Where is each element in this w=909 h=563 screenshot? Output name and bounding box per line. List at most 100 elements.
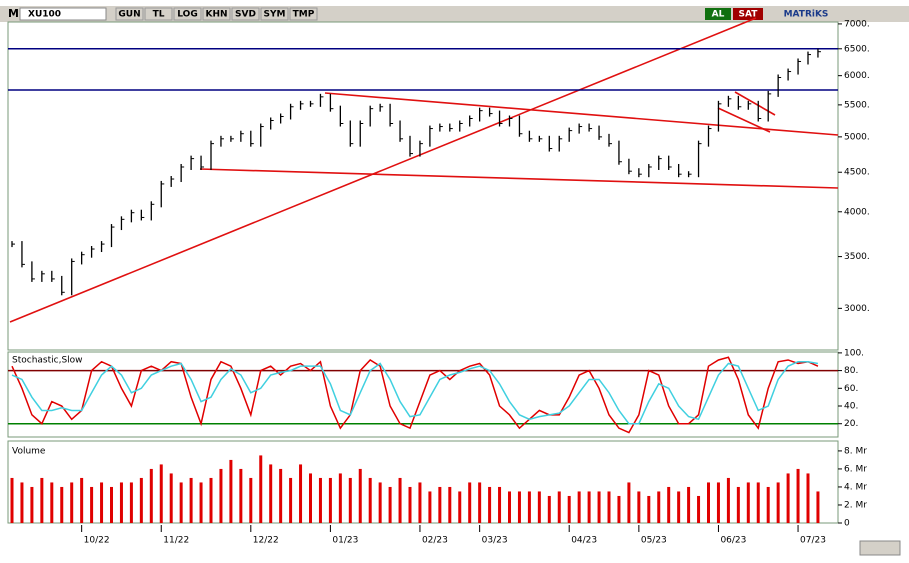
volume-bar [776, 482, 780, 523]
volume-bar [448, 486, 452, 523]
toolbar-button-label: KHN [205, 10, 227, 20]
toolbar-button-label: SVD [235, 10, 256, 20]
panel-title: Volume [12, 447, 46, 457]
volume-bar [647, 495, 651, 523]
y-tick-label: 4000. [844, 207, 870, 217]
volume-bar [149, 468, 153, 523]
volume-bar [50, 482, 54, 523]
volume-bar [816, 491, 820, 523]
y-tick-label: 7000. [844, 19, 870, 29]
volume-bar [766, 486, 770, 523]
trend-line [324, 92, 839, 136]
volume-bar [726, 477, 730, 523]
y-tick-label: 6000. [844, 71, 870, 81]
y-tick-label: 8. Mr [844, 446, 867, 456]
volume-bar [707, 482, 710, 523]
x-tick-label: 03/23 [482, 536, 508, 546]
toolbar-button[interactable] [202, 7, 231, 21]
toolbar-buttons: GUN TL LOG KHN SVD SYM TMP [115, 7, 318, 21]
volume-bar [259, 455, 263, 523]
volume-bar [60, 486, 64, 523]
volume-bar [796, 468, 800, 523]
scroll-controls[interactable] [859, 540, 901, 556]
volume-bar [597, 491, 601, 523]
y-tick-label: 4500. [844, 168, 870, 178]
x-tick-label: 05/23 [641, 536, 667, 546]
volume-bar [30, 486, 34, 523]
y-tick-label: 60. [844, 384, 858, 394]
volume-bar [697, 495, 701, 523]
volume-bar [70, 482, 74, 523]
x-tick-label: 07/23 [800, 536, 826, 546]
volume-bar [667, 486, 671, 523]
y-tick-label: 100. [844, 348, 864, 358]
volume-bar [279, 468, 283, 523]
toolbar-button[interactable] [231, 7, 260, 21]
y-tick-label: 80. [844, 366, 858, 376]
volume-bar [657, 491, 661, 523]
symbol-box[interactable] [19, 7, 107, 21]
volume-bar [677, 491, 681, 523]
symbol: XU100 [28, 10, 61, 20]
volume-bar [617, 495, 621, 523]
y-tick-label: 6. Mr [844, 464, 867, 474]
volume-bar [289, 477, 293, 523]
volume-bar [478, 482, 482, 523]
volume-bar [716, 482, 720, 523]
volume-bar [508, 491, 511, 523]
volume-bar [309, 473, 312, 523]
volume-bar [328, 477, 332, 523]
buy-label: AL [712, 10, 725, 20]
sell-button[interactable] [733, 8, 763, 20]
volume-bar [488, 486, 492, 523]
volume-bar [468, 482, 472, 523]
volume-bar [40, 477, 44, 523]
volume-bar [577, 491, 581, 523]
volume-bar [418, 482, 422, 523]
toolbar-button[interactable] [289, 7, 318, 21]
volume-bar [756, 482, 760, 523]
volume-bar [239, 468, 243, 523]
volume-bar [110, 486, 113, 523]
volume-bar [10, 477, 14, 523]
y-tick-label: 3000. [844, 304, 870, 314]
trend-line [717, 107, 771, 133]
volume-bar [249, 477, 253, 523]
x-tick-label: 11/22 [163, 536, 189, 546]
toolbar-button-label: SYM [264, 10, 286, 20]
toolbar-button[interactable] [115, 7, 144, 21]
volume-bar [139, 477, 143, 523]
volume-bar [80, 477, 84, 523]
brand: MATRiKS [784, 10, 829, 20]
toolbar-button[interactable] [260, 7, 289, 21]
toolbar-button[interactable] [144, 7, 173, 21]
buy-button[interactable] [705, 8, 731, 20]
y-tick-label: 20. [844, 419, 858, 429]
x-tick-label: 02/23 [422, 536, 448, 546]
volume-bar [209, 477, 213, 523]
volume-bar [637, 491, 641, 523]
volume-bar [438, 486, 442, 523]
volume-bar [358, 468, 362, 523]
volume-bar [398, 477, 402, 523]
volume-bar [746, 482, 750, 523]
volume-bar [517, 491, 521, 523]
symbol-prefix: M [8, 7, 19, 20]
toolbar-button[interactable] [173, 7, 202, 21]
volume-bar [557, 491, 561, 523]
toolbar-button-label: LOG [177, 10, 197, 20]
x-tick-label: 10/22 [84, 536, 110, 546]
volume-bar [199, 482, 203, 523]
volume-bar [378, 482, 382, 523]
volume-bar [627, 482, 631, 523]
x-tick-label: 06/23 [720, 536, 746, 546]
volume-bar [229, 459, 233, 523]
volume-bar [527, 491, 531, 523]
volume-bar [368, 477, 372, 523]
volume-bar [567, 495, 571, 523]
toolbar-button-label: TL [153, 10, 165, 20]
y-tick-label: 5500. [844, 100, 870, 110]
x-tick-label: 12/22 [253, 536, 279, 546]
x-tick-label: 01/23 [332, 536, 358, 546]
volume-bar [169, 473, 173, 523]
